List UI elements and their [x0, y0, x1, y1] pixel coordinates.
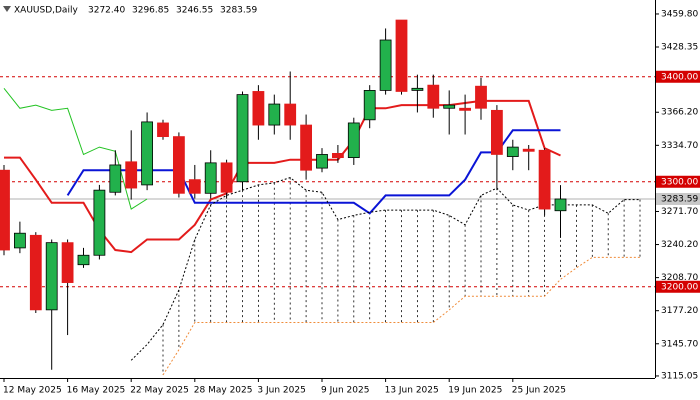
indicator-line — [3, 87, 148, 210]
header-value: 3246.55 — [176, 6, 213, 16]
plot-area — [0, 19, 655, 376]
level-label: 3200.00 — [661, 282, 698, 292]
candle-body — [141, 121, 154, 186]
level-label-box — [656, 70, 700, 83]
candle-body — [125, 161, 138, 189]
candle-body — [172, 136, 185, 194]
x-tick-label: 13 Jun 2025 — [385, 386, 439, 396]
candle-body — [204, 162, 217, 194]
current-price-label: 3283.59 — [661, 194, 698, 204]
candle-body — [93, 189, 106, 256]
candle-body — [268, 103, 281, 126]
candle-body — [45, 242, 58, 311]
x-tick-label: 19 Jun 2025 — [448, 386, 502, 396]
y-tick-label: 3271.70 — [661, 207, 698, 217]
x-tick-label: 12 May 2025 — [3, 386, 62, 396]
level-label: 3300.00 — [661, 177, 698, 187]
x-tick-label: 28 May 2025 — [194, 386, 253, 396]
level-label: 3400.00 — [661, 72, 698, 82]
y-tick-label: 3145.70 — [661, 339, 698, 349]
header-value: 3296.85 — [132, 6, 169, 16]
candle-body — [490, 109, 503, 155]
level-label-box — [656, 175, 700, 188]
candle-body — [0, 169, 10, 251]
x-tick-label: 22 May 2025 — [130, 386, 189, 396]
candle-body — [506, 146, 519, 157]
candle-body — [443, 104, 456, 109]
symbol-icon — [3, 6, 11, 12]
candle-body — [220, 162, 233, 193]
x-tick-label: 3 Jun 2025 — [257, 386, 305, 396]
candle-body — [475, 85, 487, 109]
y-tick-label: 3366.20 — [661, 108, 698, 118]
x-tick-label: 25 Jun 2025 — [512, 386, 566, 396]
candle-body — [459, 107, 472, 111]
candle-body — [29, 234, 42, 311]
candle-body — [77, 254, 90, 266]
header-value: 3283.59 — [220, 6, 257, 16]
x-tick-label: 16 May 2025 — [67, 386, 126, 396]
y-tick-label: 3115.05 — [661, 371, 698, 381]
candle-body — [427, 84, 440, 109]
y-tick-label: 3240.20 — [661, 240, 698, 250]
candle-body — [411, 87, 424, 91]
y-tick-label: 3208.70 — [661, 273, 698, 283]
indicator-line — [162, 256, 640, 376]
candle-body — [157, 122, 169, 138]
candle-body — [379, 39, 392, 91]
candle-body — [331, 153, 344, 159]
candle-body — [363, 90, 376, 121]
level-label-box — [656, 280, 700, 293]
candle-body — [538, 149, 551, 210]
chart-title: XAUUSD,Daily — [14, 6, 78, 16]
candle-body — [284, 103, 297, 126]
candle-body — [522, 148, 535, 152]
y-tick-label: 3177.20 — [661, 306, 698, 316]
header-values: 3272.40 3296.85 3246.55 3283.59 — [88, 6, 257, 16]
candle-body — [13, 232, 26, 249]
candle-body — [347, 122, 360, 159]
current-price-box — [656, 192, 700, 205]
y-tick-label: 3334.70 — [661, 141, 698, 151]
x-tick-label: 9 Jun 2025 — [321, 386, 369, 396]
candle-body — [188, 179, 201, 194]
candle-body — [109, 164, 122, 193]
candle-body — [252, 91, 265, 126]
candle-body — [61, 242, 74, 283]
y-tick-label: 3459.80 — [661, 9, 698, 19]
header-value: 3272.40 — [88, 6, 125, 16]
candle-body — [316, 154, 328, 169]
y-tick-label: 3428.35 — [661, 42, 698, 52]
candle-body — [300, 124, 313, 171]
candle-body — [554, 198, 567, 212]
candle-body — [395, 19, 408, 92]
candle-body — [236, 94, 249, 183]
